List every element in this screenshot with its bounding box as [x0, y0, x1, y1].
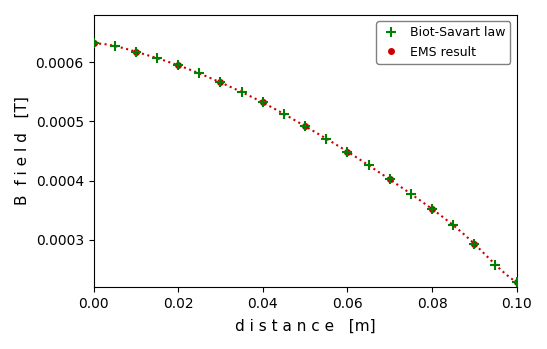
Biot-Savart law — [471, 242, 478, 246]
Biot-Savart law — [386, 177, 393, 181]
EMS result — [259, 101, 266, 105]
Y-axis label: B  f i e l d   [T]: B f i e l d [T] — [15, 97, 30, 206]
Biot-Savart law — [132, 50, 139, 54]
EMS result — [175, 63, 182, 67]
EMS result — [217, 80, 224, 84]
Biot-Savart law — [196, 71, 202, 75]
Line: Biot-Savart law: Biot-Savart law — [89, 38, 521, 287]
Biot-Savart law — [429, 207, 435, 211]
EMS result — [344, 149, 351, 154]
Biot-Savart law — [492, 263, 499, 267]
EMS result — [90, 41, 97, 45]
Legend: Biot-Savart law, EMS result: Biot-Savart law, EMS result — [376, 21, 510, 64]
Biot-Savart law — [259, 101, 266, 105]
EMS result — [302, 124, 309, 128]
Biot-Savart law — [450, 223, 456, 227]
EMS result — [429, 207, 435, 211]
Biot-Savart law — [175, 63, 182, 67]
Biot-Savart law — [154, 56, 160, 60]
EMS result — [513, 280, 520, 284]
Biot-Savart law — [281, 112, 287, 116]
Biot-Savart law — [513, 280, 520, 284]
EMS result — [132, 50, 139, 54]
EMS result — [386, 177, 393, 181]
EMS result — [471, 242, 478, 246]
Biot-Savart law — [238, 90, 245, 94]
Line: EMS result: EMS result — [91, 40, 520, 285]
X-axis label: d i s t a n c e   [m]: d i s t a n c e [m] — [235, 319, 375, 334]
Biot-Savart law — [217, 80, 224, 84]
Biot-Savart law — [408, 192, 414, 196]
Biot-Savart law — [90, 41, 97, 45]
Biot-Savart law — [344, 149, 351, 154]
Biot-Savart law — [112, 44, 118, 48]
Biot-Savart law — [323, 136, 329, 141]
Biot-Savart law — [302, 124, 309, 128]
Biot-Savart law — [365, 163, 372, 167]
